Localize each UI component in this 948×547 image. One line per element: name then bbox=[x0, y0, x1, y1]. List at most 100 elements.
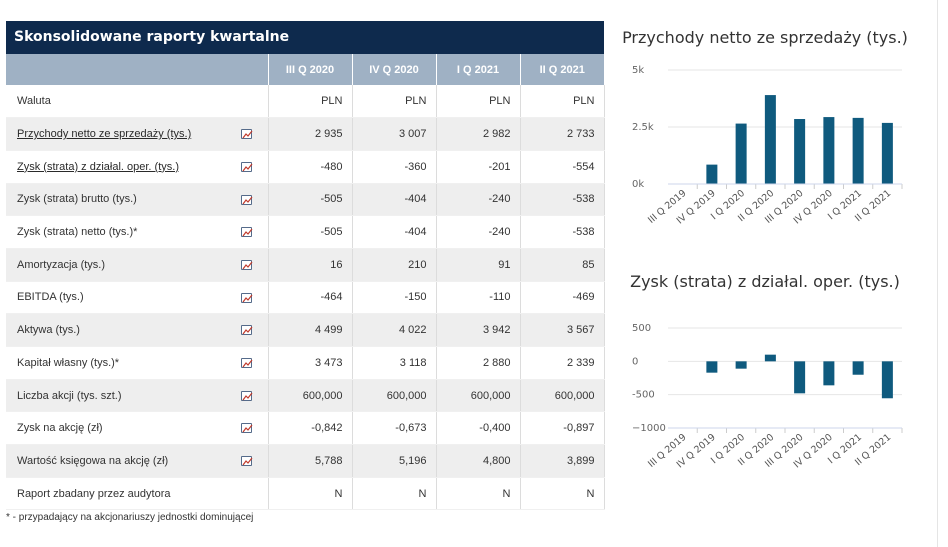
chart-icon[interactable] bbox=[241, 194, 253, 205]
row-chart-icon-cell bbox=[226, 85, 269, 119]
report-title: Skonsolidowane raporty kwartalne bbox=[6, 21, 604, 54]
table-cell: 4 499 bbox=[268, 313, 353, 347]
chart-icon[interactable] bbox=[241, 161, 253, 172]
row-label: Kapitał własny (tys.)* bbox=[6, 346, 226, 380]
table-cell: 16 bbox=[268, 248, 353, 282]
chart-icon[interactable] bbox=[241, 129, 253, 140]
table-cell: 210 bbox=[352, 248, 437, 282]
table-cell: -554 bbox=[520, 150, 605, 184]
row-chart-icon-cell bbox=[226, 379, 269, 413]
bar bbox=[735, 361, 747, 369]
row-chart-icon-cell bbox=[226, 117, 269, 151]
bar bbox=[794, 119, 806, 184]
chart-icon[interactable] bbox=[241, 423, 253, 434]
row-chart-icon-cell bbox=[226, 313, 269, 347]
revenue-chart: Przychody netto ze sprzedaży (tys.) 5k 2.… bbox=[620, 28, 910, 233]
table-cell: 3 473 bbox=[268, 346, 353, 380]
row-label: EBITDA (tys.) bbox=[6, 281, 226, 315]
row-chart-icon-cell bbox=[226, 248, 269, 282]
row-label-text: Aktywa (tys.) bbox=[17, 324, 80, 337]
chart-icon[interactable] bbox=[241, 357, 253, 368]
table-row: Wartość księgowa na akcję (zł) 5,788 5,196… bbox=[6, 444, 605, 478]
row-label-link[interactable]: Zysk (strata) z działal. oper. (tys.) bbox=[17, 160, 179, 173]
row-label-link[interactable]: Przychody netto ze sprzedaży (tys.) bbox=[17, 128, 192, 141]
table-row: Zysk (strata) brutto (tys.) -505 -404 -240-… bbox=[6, 183, 605, 217]
row-chart-icon-cell bbox=[226, 281, 269, 315]
table-row: Zysk (strata) netto (tys.)* -505 -404 -240-… bbox=[6, 215, 605, 249]
chart-icon[interactable] bbox=[241, 390, 253, 401]
table-cell: 2 733 bbox=[520, 117, 605, 151]
table-cell: 600,000 bbox=[352, 379, 437, 413]
table-cell: N bbox=[436, 477, 521, 511]
table-cell: -538 bbox=[520, 215, 605, 249]
chart-title: Przychody netto ze sprzedaży (tys.) bbox=[622, 28, 908, 47]
row-chart-icon-cell bbox=[226, 411, 269, 446]
table-cell: -0,673 bbox=[352, 411, 437, 446]
table-cell: 600,000 bbox=[520, 379, 605, 413]
table-cell: -538 bbox=[520, 183, 605, 217]
row-label: Wartość księgowa na akcję (zł) bbox=[6, 444, 226, 478]
bar bbox=[881, 361, 893, 399]
table-cell: PLN bbox=[520, 85, 605, 119]
row-label-text: Raport zbadany przez audytora bbox=[17, 487, 171, 500]
row-label: Zysk (strata) brutto (tys.) bbox=[6, 183, 226, 217]
bar bbox=[794, 361, 806, 394]
table-cell: 3 118 bbox=[352, 346, 437, 380]
table-cell: -469 bbox=[520, 281, 605, 315]
row-label[interactable]: Przychody netto ze sprzedaży (tys.) bbox=[6, 117, 226, 151]
table-cell: -505 bbox=[268, 215, 353, 249]
table-cell: -0,400 bbox=[436, 411, 521, 446]
table-cell: 2 935 bbox=[268, 117, 353, 151]
table-row: Liczba akcji (tys. szt.) 600,000 600,000 60… bbox=[6, 379, 605, 413]
table-row: Przychody netto ze sprzedaży (tys.) 2 935… bbox=[6, 117, 605, 151]
row-label[interactable]: Zysk (strata) z działal. oper. (tys.) bbox=[6, 150, 226, 184]
table-header-row: III Q 2020 IV Q 2020 I Q 2021 II Q 2021 bbox=[6, 54, 604, 85]
bar bbox=[735, 123, 747, 184]
chart-icon[interactable] bbox=[241, 325, 253, 336]
header-blank-cell bbox=[6, 54, 268, 85]
table-row: EBITDA (tys.) -464 -150 -110 -469 bbox=[6, 281, 605, 315]
chart-title: Zysk (strata) z działal. oper. (tys.) bbox=[630, 272, 900, 291]
table-row: Zysk na akcję (zł) -0,842 -0,673 -0,400 -0,8… bbox=[6, 411, 605, 446]
table-cell: 3 007 bbox=[352, 117, 437, 151]
table-cell: -240 bbox=[436, 183, 521, 217]
table-cell: -240 bbox=[436, 215, 521, 249]
y-tick-label: 500 bbox=[632, 323, 651, 334]
table-cell: N bbox=[520, 477, 605, 511]
row-label: Liczba akcji (tys. szt.) bbox=[6, 379, 226, 413]
row-label-text: Liczba akcji (tys. szt.) bbox=[17, 389, 122, 402]
y-tick-label: 2.5k bbox=[632, 122, 654, 133]
bar bbox=[852, 361, 864, 375]
chart-icon[interactable] bbox=[241, 259, 253, 270]
table-cell: -360 bbox=[352, 150, 437, 184]
row-label: Waluta bbox=[6, 85, 226, 119]
table-cell: 2 880 bbox=[436, 346, 521, 380]
table-row: Waluta PLN PLN PLN PLN bbox=[6, 85, 605, 119]
table-row: Aktywa (tys.) 4 499 4 022 3 942 3 567 bbox=[6, 313, 605, 347]
bar bbox=[764, 354, 776, 362]
y-tick-label: 0 bbox=[632, 356, 638, 367]
table-cell: 91 bbox=[436, 248, 521, 282]
table-cell: 4,800 bbox=[436, 444, 521, 478]
report-table: III Q 2020 IV Q 2020 I Q 2021 II Q 2021 … bbox=[6, 54, 605, 511]
table-cell: 3 942 bbox=[436, 313, 521, 347]
table-cell: 2 982 bbox=[436, 117, 521, 151]
operating-profit-chart: Zysk (strata) z działal. oper. (tys.) 50… bbox=[620, 272, 910, 527]
footnote: * - przypadający na akcjonariuszy jednos… bbox=[6, 512, 254, 524]
row-label-text: Kapitał własny (tys.)* bbox=[17, 356, 120, 369]
table-cell: PLN bbox=[268, 85, 353, 119]
bar bbox=[852, 117, 864, 184]
row-label-text: Waluta bbox=[17, 95, 51, 108]
table-cell: -404 bbox=[352, 215, 437, 249]
bar bbox=[881, 122, 893, 184]
bar bbox=[764, 95, 776, 184]
row-label: Zysk (strata) netto (tys.)* bbox=[6, 215, 226, 249]
bar bbox=[706, 164, 718, 184]
chart-icon[interactable] bbox=[241, 456, 253, 466]
chart-icon[interactable] bbox=[241, 227, 253, 238]
row-label-text: Zysk na akcję (zł) bbox=[17, 422, 103, 435]
chart-icon[interactable] bbox=[241, 292, 253, 303]
table-cell: -505 bbox=[268, 183, 353, 217]
